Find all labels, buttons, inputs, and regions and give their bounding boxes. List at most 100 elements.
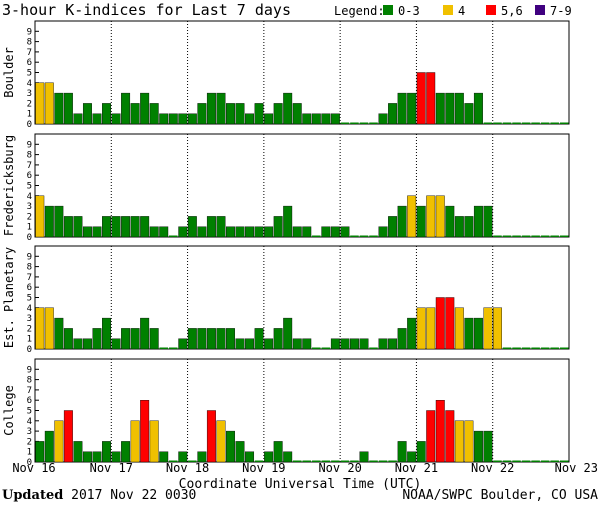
bar [111,338,121,350]
bar [426,307,436,350]
bar [378,226,388,238]
panels: 0123456789Boulder0123456789Fredericksbur… [2,20,570,468]
legend-swatch-2 [486,5,496,15]
bar [435,400,445,463]
bar [140,216,150,238]
bar [197,451,207,463]
y-tick-label: 5 [27,407,32,417]
bar [226,430,235,463]
bar [502,122,512,124]
bar [540,122,550,124]
bar [550,122,559,124]
x-tick-label: Nov 20 [318,461,361,475]
bar [226,328,235,350]
bar [92,451,102,463]
bar [82,338,92,350]
bar [559,347,569,349]
bar [483,307,493,350]
bar [187,328,197,350]
bar [111,451,121,463]
bar [273,103,283,125]
bar [149,420,159,463]
x-axis-label: Coordinate Universal Time (UTC) [179,477,422,492]
bar [512,347,521,349]
bar [264,451,274,463]
bar [63,410,73,463]
bar [531,347,540,349]
bar [187,216,197,238]
updated-value: 2017 Nov 22 0030 [71,488,197,503]
bar [102,103,111,125]
y-tick-label: 7 [27,161,32,171]
bar [54,317,64,350]
bar [349,338,359,350]
bar [273,328,283,350]
bar [292,103,302,125]
bar [44,307,54,350]
bar [302,226,312,238]
y-tick-label: 2 [27,324,32,334]
y-tick-label: 2 [27,212,32,222]
bar [245,113,255,125]
y-tick-label: 6 [27,283,32,293]
bar [264,113,274,125]
bar [168,113,178,125]
bar [416,441,426,463]
bar [378,338,388,350]
bar [159,226,169,238]
bar [407,317,417,350]
bar [178,113,188,125]
bar [35,82,45,125]
bar [73,441,83,463]
bar [312,235,321,237]
station-label: Fredericksburg [2,135,16,236]
bar [407,195,417,238]
y-tick-label: 9 [27,27,32,37]
y-tick-label: 7 [27,386,32,396]
bar [216,92,226,125]
y-tick-label: 9 [27,252,32,262]
bar [550,235,559,237]
x-tick-label: Nov 19 [242,461,285,475]
bar [140,400,150,463]
bar [540,347,550,349]
bar [254,460,264,462]
bar [235,103,245,125]
bar [159,113,169,125]
station-label: College [2,385,16,436]
bar [350,235,359,237]
bar [63,328,73,350]
y-tick-label: 0 [27,458,32,468]
bar [369,235,378,237]
x-tick-label: Nov 18 [166,461,209,475]
bar [63,216,73,238]
station-label: Est. Planetary [2,247,16,348]
bar [502,235,512,237]
bar [340,338,350,350]
bar [321,347,331,349]
bar [226,103,235,125]
x-tick-label: Nov 22 [471,461,514,475]
bar [473,205,483,238]
bar [340,460,350,462]
bar [188,460,197,462]
legend-label: Legend: [334,4,385,18]
bar [397,328,407,350]
bar [330,338,340,350]
bar [178,338,188,350]
bar [130,328,140,350]
bar [82,103,92,125]
bar [502,347,512,349]
bar [512,122,521,124]
bar [169,235,178,237]
bar [445,205,455,238]
bar [35,441,45,463]
bar [521,460,531,462]
bar [82,451,92,463]
bar [321,113,331,125]
bar [206,216,216,238]
y-tick-label: 4 [27,417,32,427]
bar [92,113,102,125]
